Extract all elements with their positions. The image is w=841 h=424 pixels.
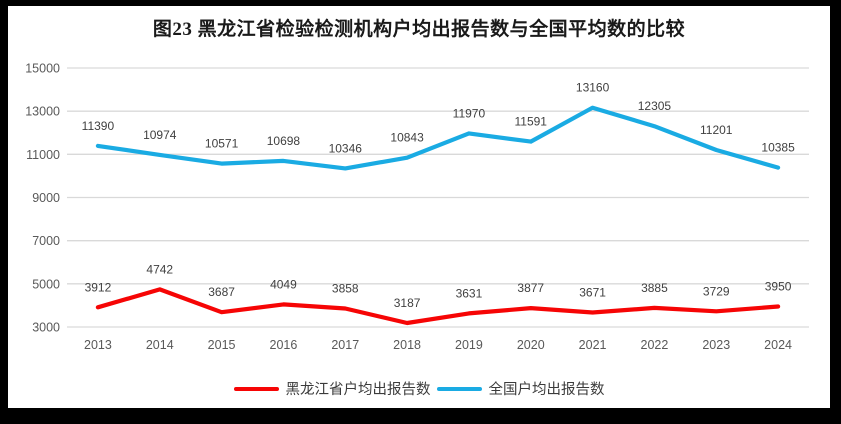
- y-tick-label: 9000: [32, 191, 60, 205]
- data-label: 10698: [267, 134, 301, 148]
- data-label: 3187: [394, 296, 421, 310]
- x-tick-label: 2018: [393, 338, 421, 352]
- series-line-heilongjiang: [95, 287, 781, 326]
- x-tick-label: 2015: [208, 338, 236, 352]
- x-tick-label: 2019: [455, 338, 483, 352]
- chart-title: 图23 黑龙江省检验检测机构户均出报告数与全国平均数的比较: [152, 19, 686, 40]
- data-label: 3631: [456, 286, 483, 300]
- national-series-swatch-icon: [436, 386, 482, 391]
- data-label: 10346: [329, 141, 363, 155]
- data-label: 11390: [82, 119, 115, 133]
- chart-area: 图23 黑龙江省检验检测机构户均出报告数与全国平均数的比较 3000 5000 70…: [8, 6, 830, 408]
- y-tick-label: 13000: [25, 105, 60, 119]
- legend-item-heilongjiang: 黑龙江省户均出报告数: [233, 378, 431, 399]
- legend-item-national: 全国户均出报告数: [436, 378, 605, 399]
- y-tick-label: 15000: [25, 62, 60, 76]
- x-tick-label: 2022: [641, 338, 669, 352]
- y-tick-label: 11000: [26, 148, 60, 162]
- data-label: 3912: [85, 280, 112, 294]
- x-tick-label: 2023: [702, 338, 730, 352]
- line-chart: 3000 5000 7000 9000 11000 13000 15000 2013 2014 2…: [25, 62, 809, 352]
- x-tick-label: 2021: [579, 338, 607, 352]
- data-label: 12305: [638, 99, 672, 113]
- legend-label-heilongjiang: 黑龙江省户均出报告数: [285, 382, 431, 398]
- data-label: 11970: [453, 106, 486, 120]
- y-tick-label: 7000: [32, 234, 60, 248]
- data-label: 10571: [205, 137, 239, 151]
- data-label: 11591: [515, 115, 548, 129]
- data-label: 11201: [700, 123, 733, 137]
- x-tick-label: 2013: [84, 338, 112, 352]
- data-label: 3687: [208, 285, 235, 299]
- x-tick-label: 2014: [146, 338, 174, 352]
- x-tick-label: 2016: [270, 338, 298, 352]
- y-tick-label: 3000: [32, 321, 60, 335]
- x-tick-label: 2024: [764, 338, 792, 352]
- legend-label-national: 全国户均出报告数: [488, 382, 605, 398]
- heilongjiang-series-swatch-icon: [233, 386, 279, 391]
- data-label: 3950: [765, 279, 792, 293]
- series-line-national: [95, 105, 781, 171]
- data-label: 10385: [761, 141, 795, 155]
- data-label: 10843: [390, 131, 424, 145]
- data-label: 4742: [146, 262, 173, 276]
- data-label: 3729: [703, 284, 730, 298]
- data-label: 13160: [576, 81, 610, 95]
- chart-legend: 黑龙江省户均出报告数 全国户均出报告数: [8, 378, 830, 399]
- data-label: 3877: [517, 281, 544, 295]
- x-tick-label: 2020: [517, 338, 545, 352]
- x-tick-label: 2017: [331, 338, 359, 352]
- data-label: 4049: [270, 277, 297, 291]
- data-label: 3858: [332, 281, 359, 295]
- data-label: 3671: [579, 286, 606, 300]
- data-label: 3885: [641, 281, 668, 295]
- y-tick-label: 5000: [32, 277, 60, 291]
- data-label: 10974: [143, 128, 177, 142]
